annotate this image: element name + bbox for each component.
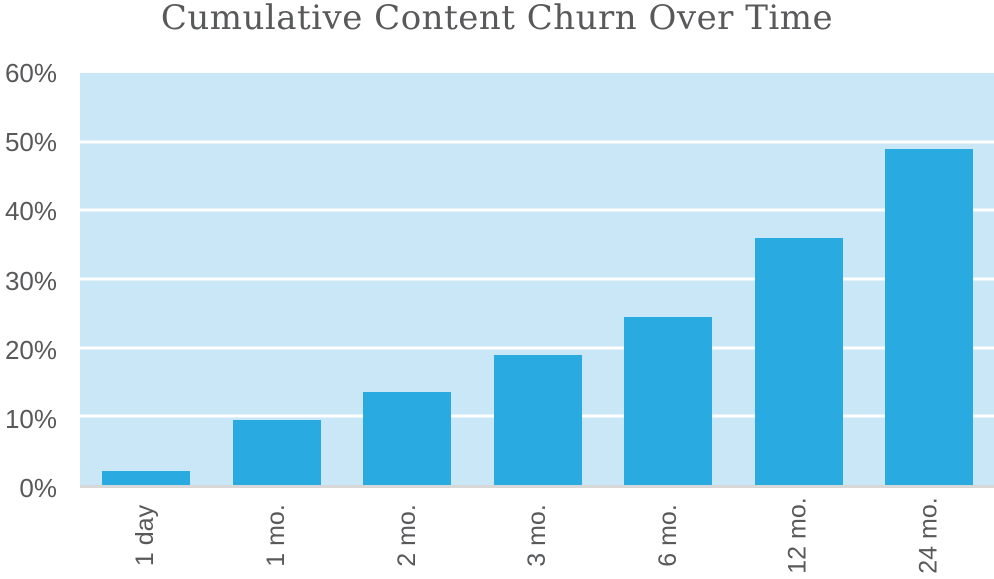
x-axis-tick-label: 6 mo. [653, 503, 682, 567]
bar-24-mo [885, 148, 973, 485]
x-axis-tick-label: 1 mo. [262, 503, 290, 567]
x-axis-tick-label: 2 mo. [392, 503, 421, 567]
bar-1-mo [232, 419, 321, 485]
x-axis-label-cell: 1 mo. [233, 494, 321, 576]
chart-title: Cumulative Content Churn Over Time [160, 0, 834, 38]
bar-1-day [102, 471, 190, 485]
y-axis-tick-label: 40% [4, 196, 57, 227]
gridline [80, 277, 994, 281]
x-axis-label-cell: 3 mo. [494, 494, 582, 576]
y-axis-tick-label: 10% [4, 403, 57, 434]
y-axis-tick-label: 0% [19, 473, 57, 503]
bar-3-mo [493, 354, 582, 485]
y-axis-tick-label: 60% [4, 58, 57, 88]
x-axis-label-cell: 1 day [102, 494, 190, 576]
x-axis-tick-label: 24 mo. [914, 496, 943, 574]
bar-12-mo [754, 237, 843, 485]
x-axis: 1 day 1 mo. 2 mo. 3 mo. 6 mo. 12 mo. 24 mo. [80, 494, 994, 576]
y-axis-tick-label: 20% [4, 334, 57, 365]
x-axis-label-cell: 2 mo. [363, 494, 451, 576]
y-axis: 0% 10% 20% 30% 40% 50% 60% [0, 60, 57, 501]
gridline [80, 140, 994, 144]
x-axis-label-cell: 6 mo. [624, 494, 712, 576]
x-axis-label-cell: 12 mo. [755, 494, 843, 576]
x-axis-tick-label: 12 mo. [784, 496, 812, 574]
gridline [80, 208, 994, 212]
plot-area [80, 73, 994, 488]
gridline [80, 346, 994, 350]
bar-2-mo [363, 392, 451, 485]
x-axis-label-cell: 24 mo. [885, 494, 973, 576]
x-axis-tick-label: 3 mo. [523, 503, 551, 567]
y-axis-tick-label: 30% [4, 265, 57, 296]
x-axis-tick-label: 1 day [131, 504, 160, 566]
bar-6-mo [624, 316, 712, 485]
y-axis-tick-label: 50% [4, 127, 57, 158]
